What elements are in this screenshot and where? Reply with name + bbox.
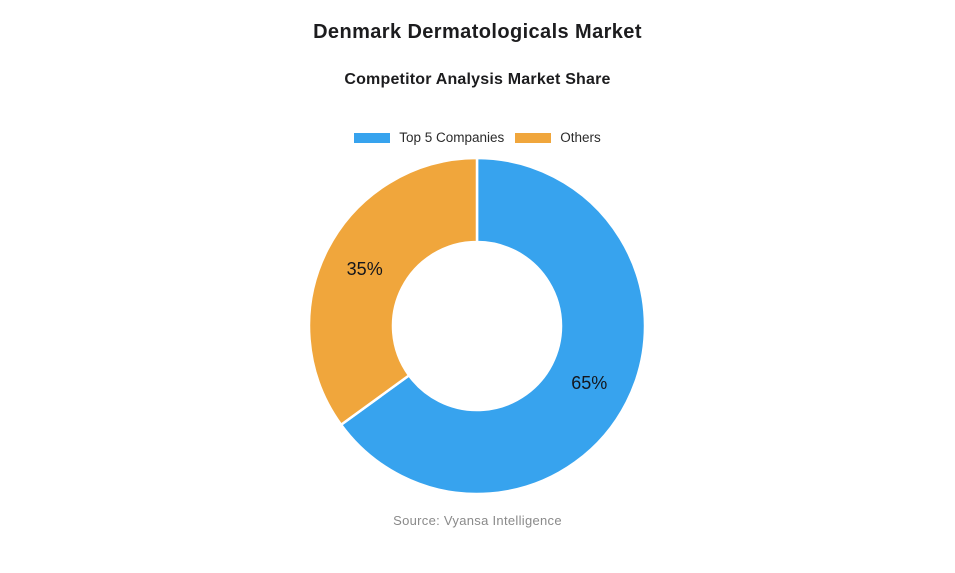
chart-legend: Top 5 Companies Others [0,131,955,145]
legend-swatch-top-5-companies [354,132,391,143]
donut-slice-top-5-companies[interactable] [339,156,647,496]
legend-label-top-5-companies: Top 5 Companies [399,130,505,145]
donut-slice-others[interactable] [307,156,479,426]
legend-swatch-others [515,132,552,143]
chart-title: Denmark Dermatologicals Market [313,21,642,43]
donut-chart: 65% 35% [307,156,647,496]
legend-label-others: Others [560,130,601,145]
slice-value-label-others: 35% [347,259,383,279]
legend-item-top-5-companies[interactable]: Top 5 Companies [354,131,504,145]
source-note: Source: Vyansa Intelligence [393,513,562,528]
chart-subtitle: Competitor Analysis Market Share [344,71,611,88]
legend-item-others[interactable]: Others [515,131,601,145]
slice-value-label-top-5-companies: 65% [571,373,607,393]
